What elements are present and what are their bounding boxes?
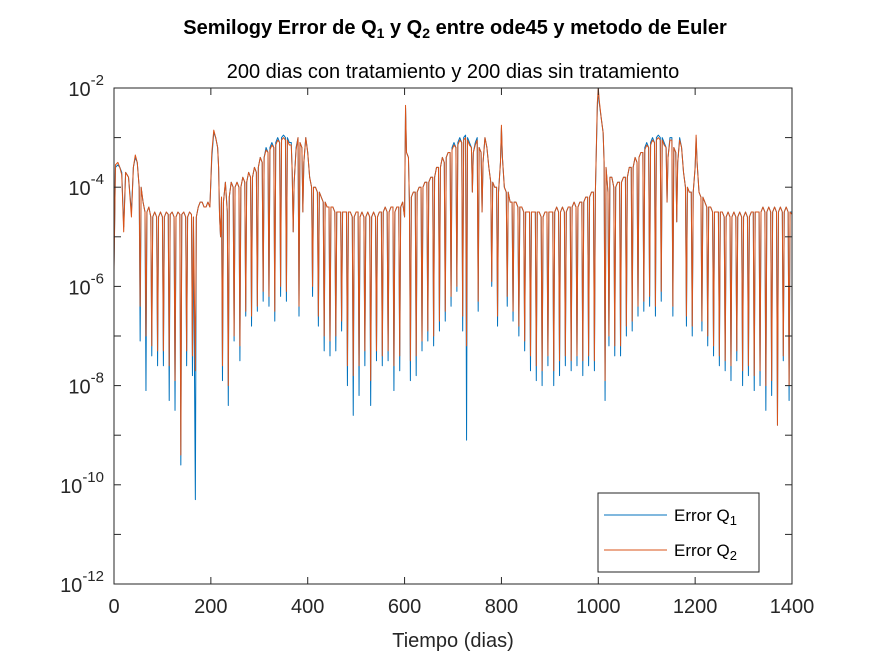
y-tick-label-base: 10 [68,377,90,399]
legend-label-q1-main: Error Q [674,506,730,525]
y-tick-label: 10-4 [68,171,104,200]
x-tick-label: 0 [108,596,119,618]
y-tick-label-exponent: -10 [82,469,104,486]
series-layer [114,88,792,501]
legend-label-q2-sub: 2 [730,548,737,563]
title-mid: y Q [384,17,422,39]
legend: Error Q1 Error Q2 [597,492,760,573]
title-end: entre ode45 y metodo de Euler [430,17,727,39]
y-tick-label: 10-10 [60,469,104,498]
y-tick-label-base: 10 [60,575,82,597]
title-sub2: 2 [422,25,430,41]
legend-label-q1-sub: 1 [730,513,737,528]
x-tick-label: 200 [194,596,227,618]
x-tick-label: 1000 [576,596,621,618]
y-tick-label-base: 10 [68,79,90,101]
y-tick-label-exponent: -2 [91,72,104,89]
y-tick-label: 10-12 [60,568,104,597]
y-tick-label-exponent: -12 [82,568,104,585]
y-tick-label-base: 10 [68,178,90,200]
y-tick-label-base: 10 [68,277,90,299]
x-axis: 0 200 400 600 800 1000 1200 1400 [108,88,814,618]
legend-label-q2-main: Error Q [674,541,730,560]
title-main: Semilogy Error de Q [183,17,376,39]
legend-label-q1: Error Q1 [674,506,737,528]
y-tick-label: 10-2 [68,72,104,101]
y-tick-label-exponent: -4 [91,171,104,188]
x-axis-label: Tiempo (dias) [392,630,514,652]
x-tick-label: 1200 [673,596,718,618]
x-tick-label: 800 [485,596,518,618]
y-tick-label-exponent: -6 [91,270,104,287]
x-tick-label: 600 [388,596,421,618]
y-tick-label: 10-8 [68,370,104,399]
chart-subtitle: 200 dias con tratamiento y 200 dias sin … [227,61,679,83]
chart-title: Semilogy Error de Q1 y Q2 entre ode45 y … [183,17,727,41]
legend-label-q2: Error Q2 [674,541,737,563]
legend-box [597,492,760,573]
y-tick-label-exponent: -8 [91,370,104,387]
y-tick-label-base: 10 [60,476,82,498]
x-tick-label: 400 [291,596,324,618]
title-sub1: 1 [377,25,385,41]
x-tick-label: 1400 [770,596,815,618]
series-line-q2 [114,88,792,456]
y-tick-label: 10-6 [68,270,104,299]
